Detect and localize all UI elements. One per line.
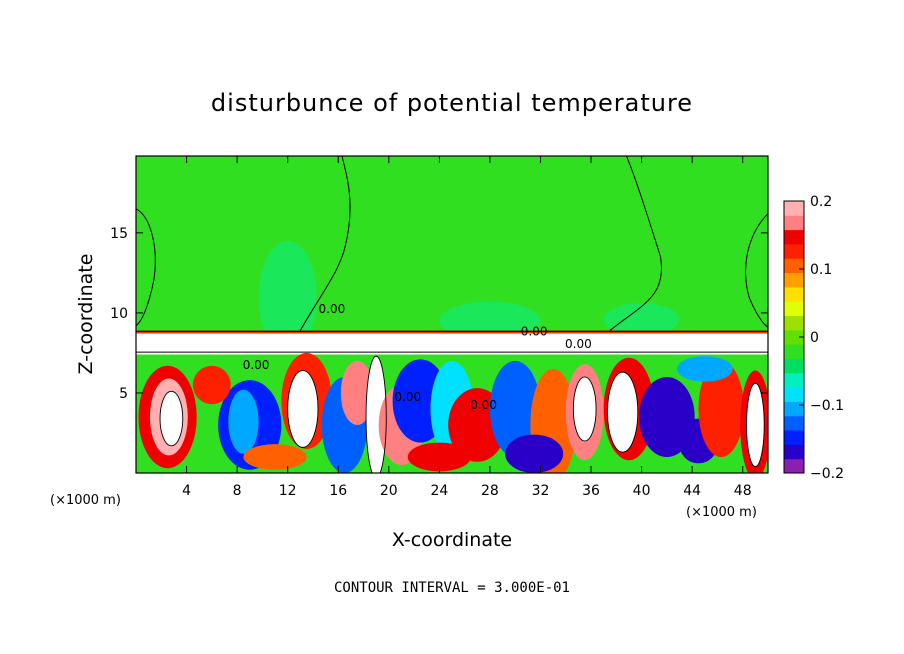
colorbar-swatch	[784, 301, 804, 317]
contour-interval-text: CONTOUR INTERVAL = 3.000E-01	[334, 580, 570, 596]
chart-title: disturbunce of potential temperature	[211, 89, 693, 117]
upper-patch	[258, 240, 317, 353]
colorbar: 0.2 0.1 0 −0.1 −0.2	[783, 194, 844, 482]
convective-cell	[228, 389, 259, 454]
contour-label: 0.00	[521, 324, 548, 338]
contour-line	[609, 156, 663, 331]
contour-line	[572, 376, 597, 442]
colorbar-swatch	[784, 401, 804, 417]
convective-cell	[243, 444, 307, 470]
contour-line	[365, 355, 387, 473]
colorbar-swatch	[784, 387, 804, 402]
x-axis-label: X-coordinate	[392, 529, 512, 551]
colorbar-swatch	[784, 272, 804, 288]
colorbar-tick-label: 0.1	[810, 262, 832, 278]
x-axis: 4 8 12 16 20 24 28 32 36 40 44 48	[182, 156, 752, 499]
x-unit-left: (×1000 m)	[50, 493, 121, 508]
contour-label: 0.00	[319, 302, 346, 316]
convective-cell	[287, 370, 319, 448]
convective-cell	[192, 365, 231, 405]
contour-line	[746, 382, 765, 468]
colorbar-swatch	[784, 201, 804, 216]
plot-frame	[135, 155, 769, 474]
colorbar-swatch	[784, 444, 804, 460]
x-tick-label: 24	[430, 483, 448, 499]
contour-line	[607, 371, 639, 453]
convective-cell	[698, 360, 744, 457]
upper-layer	[136, 156, 768, 333]
colorbar-swatch	[784, 415, 804, 431]
convective-cell	[489, 360, 541, 457]
x-tick-label: 20	[380, 483, 398, 499]
convective-cell	[573, 376, 597, 441]
colorbar-tick-label: 0.2	[810, 194, 832, 210]
colorbar-swatch	[784, 372, 804, 388]
x-tick-label: 28	[481, 483, 499, 499]
colorbar-swatch	[784, 243, 804, 259]
x-tick-label: 36	[582, 483, 600, 499]
convective-cell	[676, 356, 733, 382]
colorbar-tick-label: −0.2	[810, 466, 844, 482]
x-unit-right: (×1000 m)	[686, 505, 757, 520]
colorbar-swatch	[784, 430, 804, 445]
y-tick-label: 15	[110, 226, 128, 242]
colorbar-swatch	[784, 358, 804, 374]
contour-line	[745, 213, 768, 328]
x-tick-label: 40	[633, 483, 651, 499]
contour-line	[159, 390, 184, 447]
colorbar-swatch	[784, 215, 804, 231]
x-tick-label: 8	[233, 483, 242, 499]
contour-label: 0.00	[565, 337, 592, 351]
contour-line	[287, 370, 319, 448]
contour-label: 0.00	[470, 398, 497, 412]
colorbar-swatch	[784, 329, 804, 345]
colorbar-swatch	[784, 458, 804, 474]
y-axis: 5 10 15	[110, 226, 768, 402]
colorbar-swatch	[784, 344, 804, 359]
colorbar-tick-label: 0	[810, 330, 819, 346]
colorbar-swatch	[784, 286, 804, 302]
y-axis-label: Z-coordinate	[75, 254, 97, 375]
x-tick-label: 44	[683, 483, 701, 499]
x-tick-label: 16	[329, 483, 347, 499]
x-tick-label: 32	[532, 483, 550, 499]
contour-label: 0.00	[394, 390, 421, 404]
colorbar-swatch	[784, 258, 804, 274]
convective-cell	[505, 434, 564, 473]
convective-cell	[746, 383, 765, 467]
x-tick-label: 48	[734, 483, 752, 499]
contour-line	[136, 208, 156, 327]
colorbar-swatch	[784, 315, 804, 331]
convective-cell	[160, 391, 183, 446]
x-tick-label: 12	[279, 483, 297, 499]
colorbar-swatch	[784, 229, 804, 245]
colorbar-tick-label: −0.1	[810, 398, 844, 414]
contour-label: 0.00	[243, 358, 270, 372]
y-tick-label: 10	[110, 306, 128, 322]
upper-patch	[603, 303, 680, 336]
y-tick-label: 5	[119, 386, 128, 402]
plot-area: 0.00 0.00 0.00 0.00 0.00 0.00	[135, 155, 769, 474]
convective-cell	[366, 356, 387, 473]
inversion-top	[136, 330, 768, 334]
field-layer: 0.00 0.00 0.00 0.00 0.00 0.00	[136, 156, 768, 473]
x-tick-label: 4	[182, 483, 191, 499]
convective-cell	[607, 372, 638, 453]
convective-cell	[407, 442, 471, 472]
convective-cell	[340, 360, 374, 425]
contour-line	[299, 156, 351, 331]
inversion-band	[136, 330, 768, 355]
